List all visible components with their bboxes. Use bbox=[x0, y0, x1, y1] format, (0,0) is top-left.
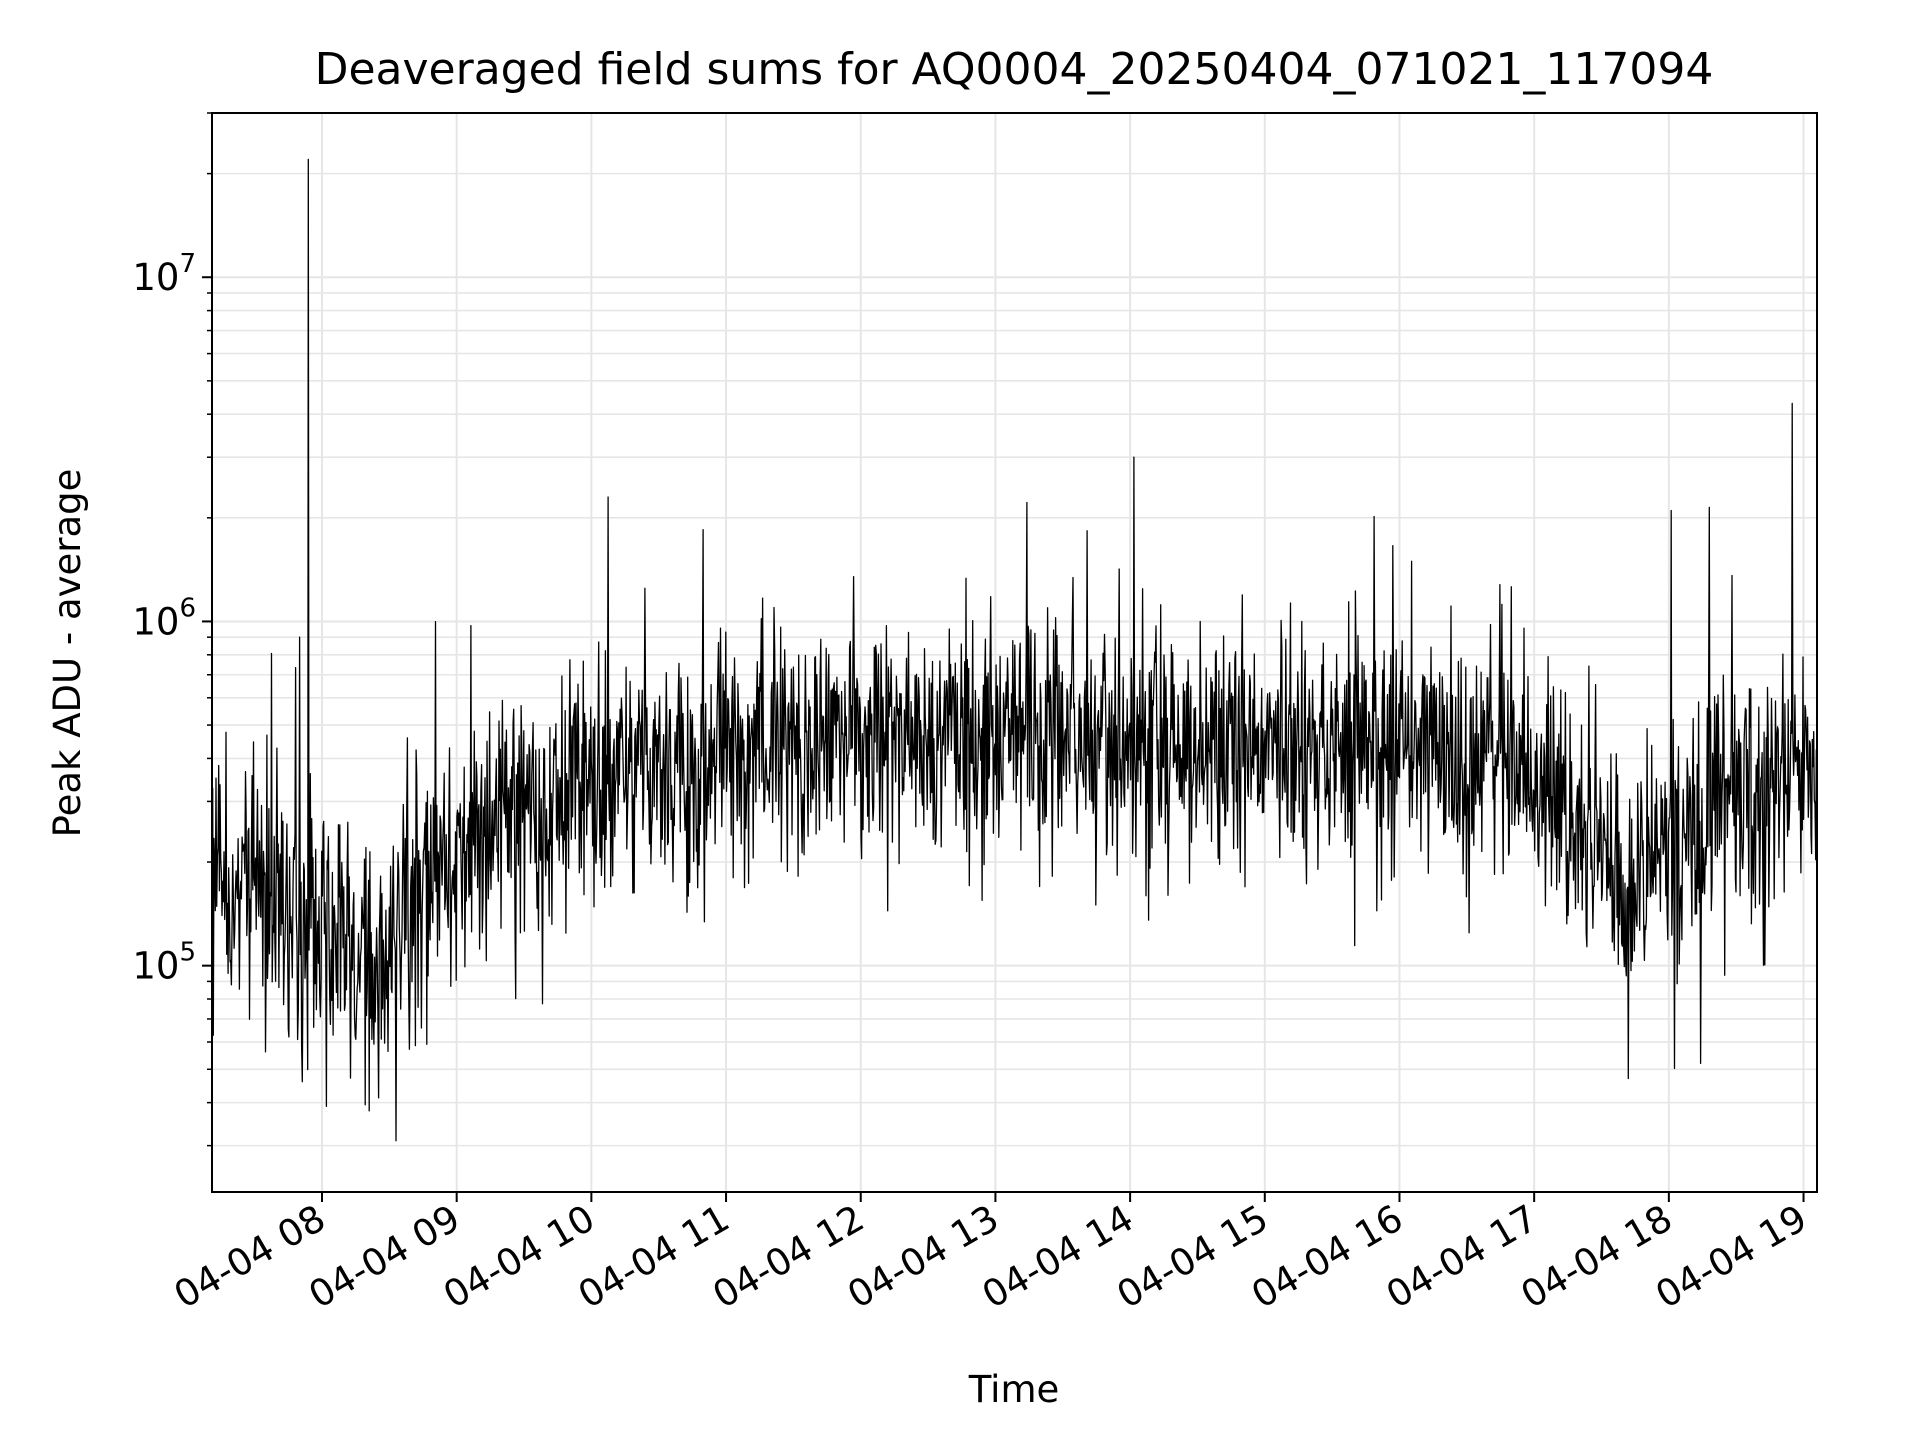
y-tick-label-exponent: 6 bbox=[179, 593, 196, 623]
x-axis-label: Time bbox=[968, 1368, 1060, 1411]
series-layer bbox=[211, 158, 1818, 1142]
series-line bbox=[211, 158, 1818, 1142]
y-tick-label-base: 10 bbox=[132, 256, 179, 299]
y-tick-label-exponent: 7 bbox=[179, 249, 196, 279]
y-axis-label: Peak ADU - average bbox=[46, 469, 89, 838]
chart-title: Deaveraged field sums for AQ0004_2025040… bbox=[315, 44, 1714, 95]
y-tick-label: 106 bbox=[132, 593, 196, 643]
y-tick-label-exponent: 5 bbox=[179, 938, 196, 968]
y-tick-label-base: 10 bbox=[132, 600, 179, 643]
y-tick-label: 107 bbox=[132, 249, 196, 299]
y-tick-label-base: 10 bbox=[132, 945, 179, 988]
plot-frame bbox=[211, 112, 1818, 1193]
y-tick-label: 105 bbox=[132, 938, 196, 988]
